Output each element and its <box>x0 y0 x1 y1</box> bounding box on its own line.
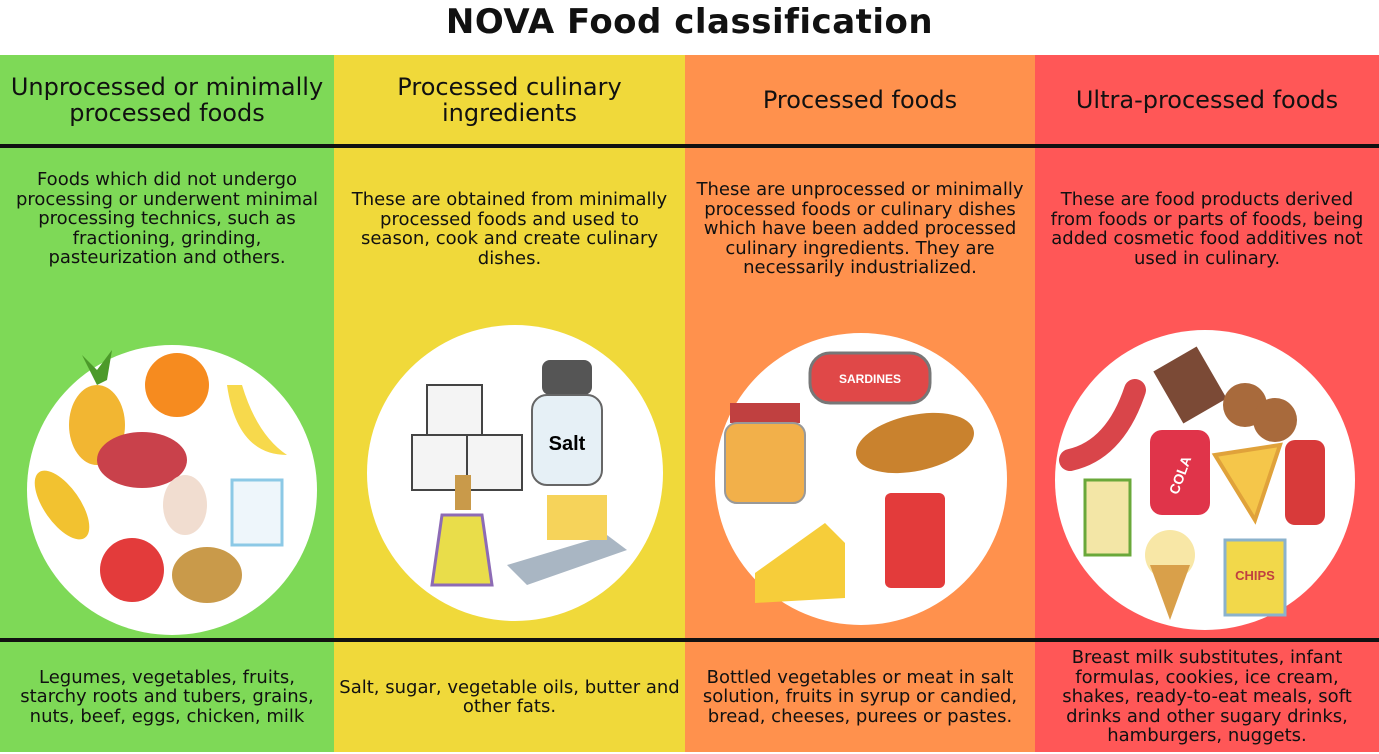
ketchup-icon <box>1285 440 1325 525</box>
sardines-label: SARDINES <box>839 372 901 386</box>
food-illustration: Salt <box>367 325 663 621</box>
column-header: Ultra-processed foods <box>1075 86 1339 114</box>
orange-icon <box>145 353 209 417</box>
divider <box>685 638 1035 642</box>
food-illustration: SARDINES <box>715 333 1007 625</box>
juice-box-icon <box>1083 478 1132 557</box>
column-header: Processed foods <box>762 86 958 114</box>
divider <box>334 638 685 642</box>
tomato-paste-jar-icon <box>885 493 945 588</box>
pizza-icon <box>1211 442 1283 525</box>
chips-icon <box>1223 538 1287 617</box>
bread-icon <box>856 412 974 474</box>
column-description: These are obtained from minimally proces… <box>351 189 668 269</box>
milk-carton-icon <box>230 478 284 547</box>
sausage-icon <box>1059 379 1146 471</box>
steak-icon <box>97 432 187 488</box>
food-illustration: COLA CHIPS <box>1055 330 1355 630</box>
divider <box>0 144 334 148</box>
ice-cream-icon <box>1145 530 1195 620</box>
butter-icon <box>507 495 627 585</box>
column-examples: Breast milk substitutes, infant formulas… <box>1062 647 1352 747</box>
column-description: These are food products derived from foo… <box>1050 189 1364 269</box>
divider <box>0 638 334 642</box>
divider <box>685 144 1035 148</box>
sardine-can-icon: SARDINES <box>808 351 932 405</box>
corn-icon <box>34 470 90 540</box>
column-unprocessed: Unprocessed or minimally processed foods… <box>0 55 334 752</box>
column-examples: Salt, sugar, vegetable oils, butter and … <box>339 676 680 717</box>
column-examples: Legumes, vegetables, fruits, starchy roo… <box>20 666 314 727</box>
column-header: Unprocessed or minimally processed foods <box>10 73 324 127</box>
cola-can-icon <box>1150 430 1210 515</box>
tomato-icon <box>100 538 164 602</box>
column-header: Processed culinary ingredients <box>397 73 622 127</box>
divider <box>1035 638 1379 642</box>
divider <box>334 144 685 148</box>
column-culinary-ingredients: Processed culinary ingredients These are… <box>334 55 685 752</box>
egg-icon <box>163 475 207 535</box>
potato-icon <box>172 547 242 603</box>
banana-icon <box>227 385 287 455</box>
jar-icon <box>724 403 806 504</box>
sugar-cubes-icon <box>411 384 523 491</box>
chips-label: CHIPS <box>1235 568 1275 583</box>
column-description: Foods which did not undergo processing o… <box>15 169 319 268</box>
page-title: NOVA Food classification <box>445 2 934 42</box>
column-ultra-processed: Ultra-processed foods These are food pro… <box>1035 55 1379 752</box>
oil-bottle-icon <box>430 475 494 587</box>
salt-shaker-icon: Salt <box>531 360 603 486</box>
food-illustration <box>27 345 317 635</box>
column-description: These are unprocessed or minimally proce… <box>696 179 1024 278</box>
salt-label: Salt <box>549 433 586 455</box>
cheese-icon <box>755 523 845 603</box>
column-processed: Processed foods These are unprocessed or… <box>685 55 1035 752</box>
column-examples: Bottled vegetables or meat in salt solut… <box>702 666 1018 727</box>
chocolate-icon <box>1153 346 1227 424</box>
divider <box>1035 144 1379 148</box>
cookies-icon <box>1223 383 1297 442</box>
